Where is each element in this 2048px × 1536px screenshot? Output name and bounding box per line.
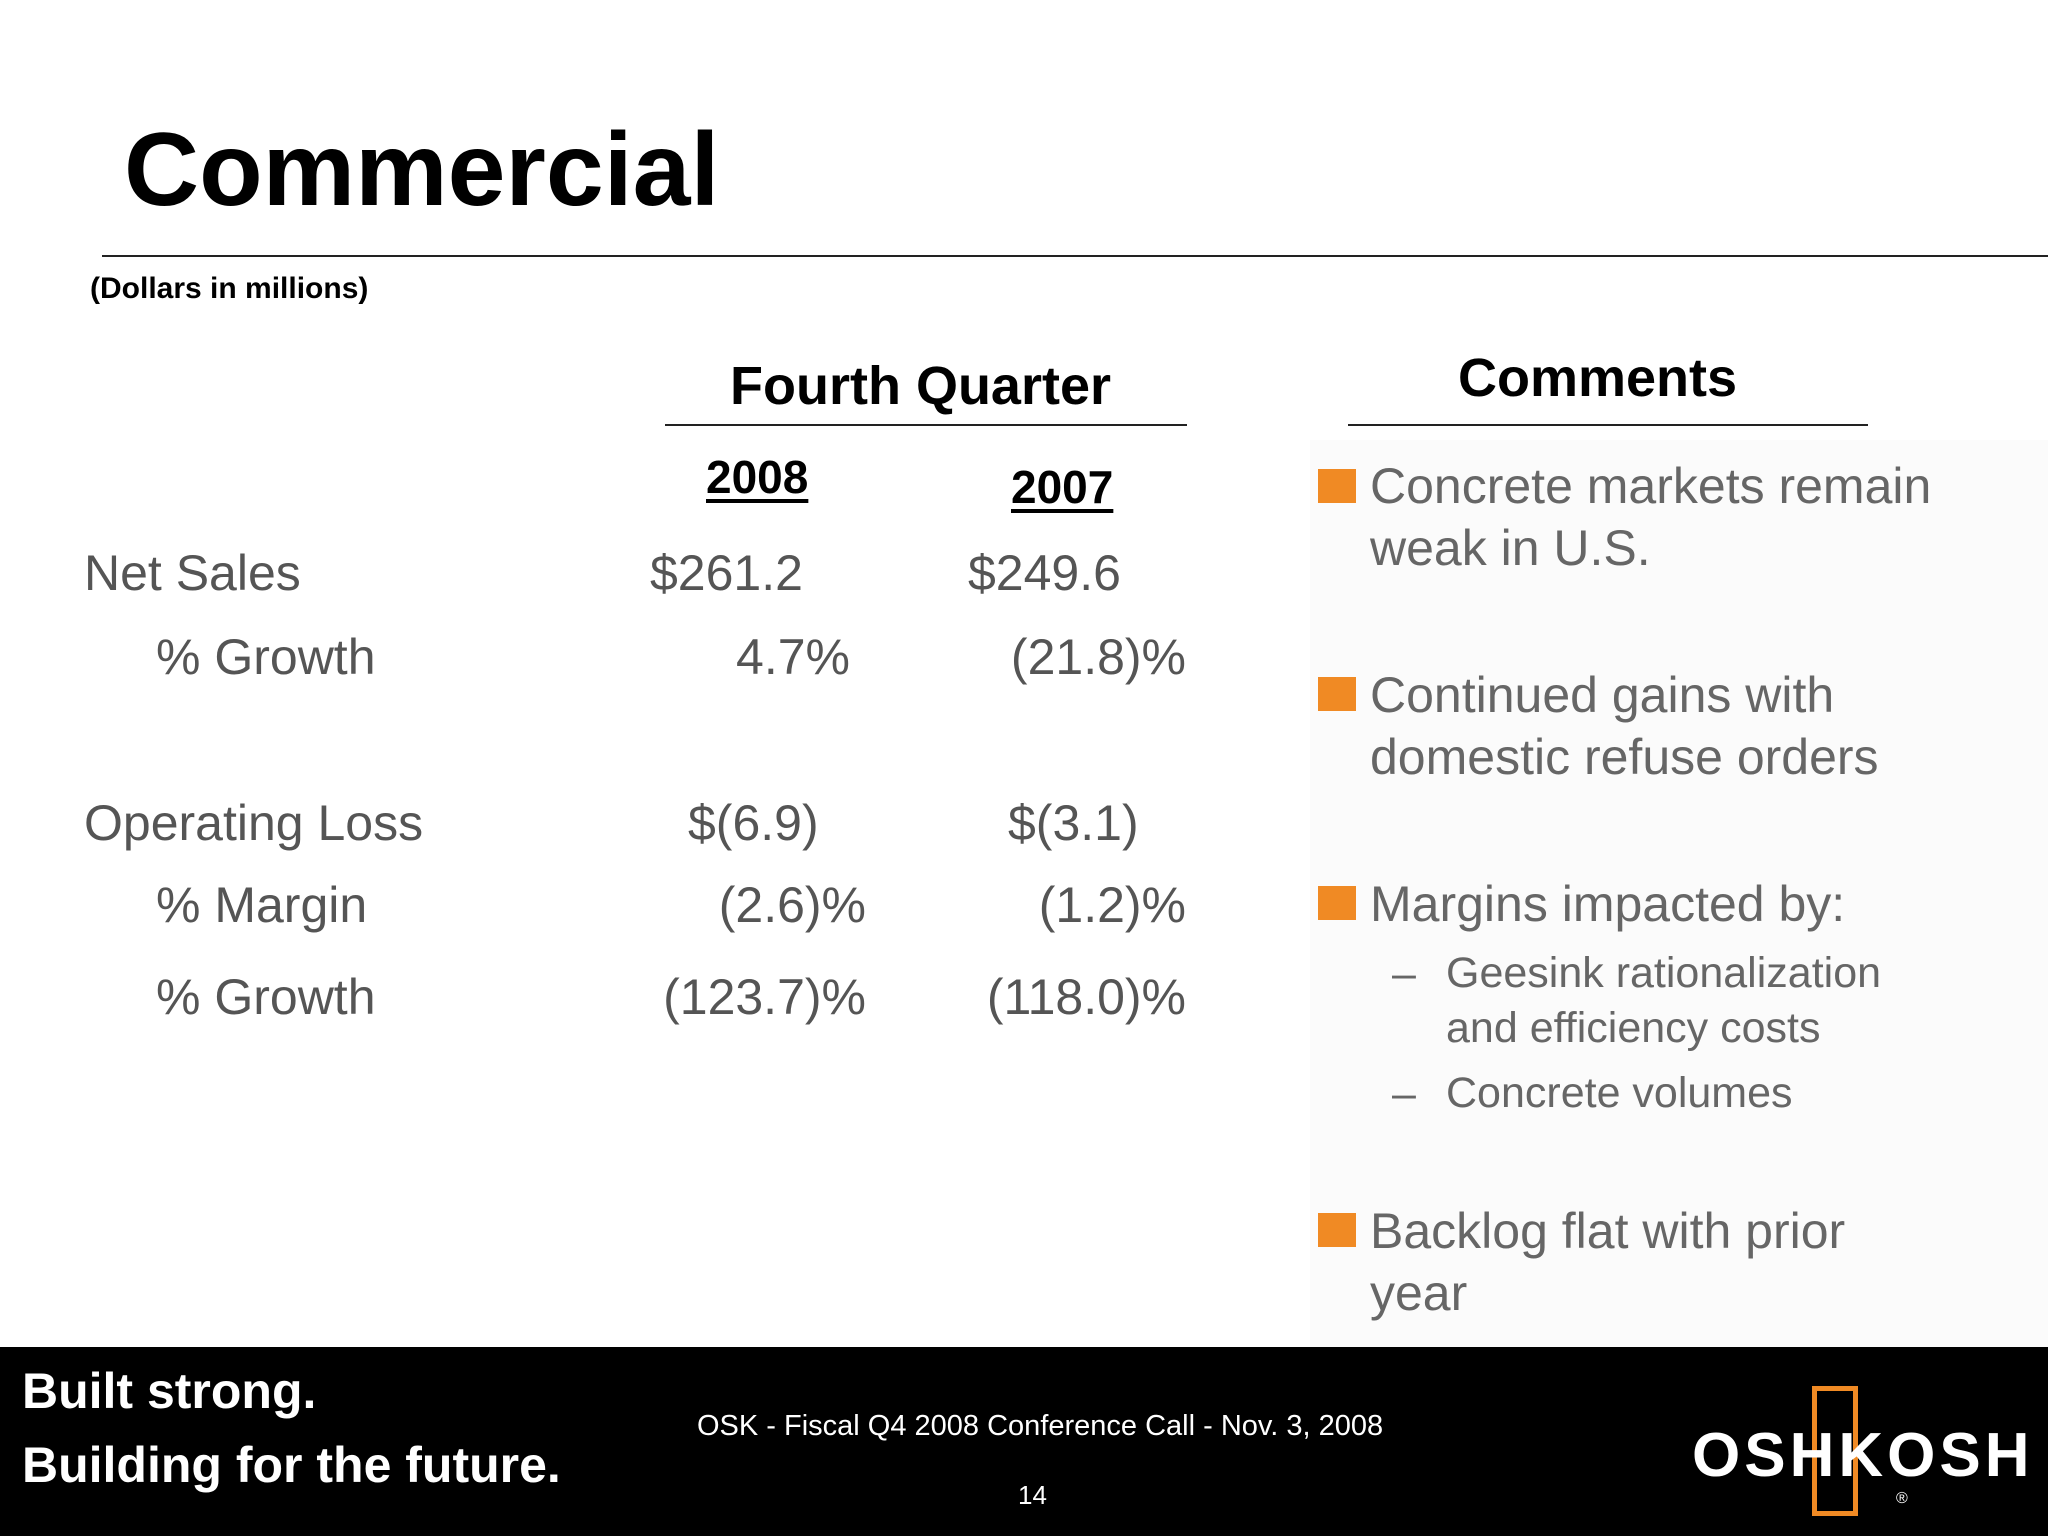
- margin-2008: (2.6)%: [718, 877, 866, 933]
- footer-conference-text: OSK - Fiscal Q4 2008 Conference Call - N…: [697, 1410, 1384, 1442]
- dash-bullet-icon: –: [1392, 1070, 1416, 1118]
- title-divider: [102, 255, 2048, 257]
- row-label-operating-loss: Operating Loss: [84, 795, 424, 851]
- bullet-square-icon: [1318, 886, 1356, 920]
- dash-bullet-icon: –: [1392, 950, 1416, 998]
- page-title: Commercial: [124, 112, 720, 228]
- row-label-margin: % Margin: [156, 877, 368, 933]
- loss-growth-2007: (118.0)%: [986, 969, 1186, 1025]
- footer-tagline-2: Building for the future.: [22, 1437, 561, 1493]
- comment-subitem: Concrete volumes: [1446, 1069, 1793, 1117]
- margin-2007: (1.2)%: [1038, 877, 1186, 933]
- footer-tagline-1: Built strong.: [22, 1363, 317, 1419]
- oshkosh-logo-icon: [1812, 1386, 1858, 1516]
- registered-mark: ®: [1896, 1490, 1908, 1507]
- row-label-sales-growth: % Growth: [156, 629, 376, 685]
- fourth-quarter-rule: [665, 424, 1187, 426]
- comment-subitem: Geesink rationalization and efficiency c…: [1446, 949, 1882, 1052]
- oshkosh-logo-text: OSHKOSH: [1692, 1421, 2034, 1490]
- comment-item: Concrete markets remain weak in U.S.: [1370, 458, 1932, 576]
- row-label-net-sales: Net Sales: [84, 545, 301, 601]
- fourth-quarter-header: Fourth Quarter: [730, 356, 1112, 416]
- bullet-square-icon: [1318, 469, 1356, 503]
- sales-growth-2008: 4.7%: [736, 629, 850, 685]
- comments-panel: [1310, 440, 2048, 1350]
- loss-growth-2008: (123.7)%: [663, 969, 866, 1025]
- bullet-square-icon: [1318, 1213, 1356, 1247]
- footer-bar: [0, 1347, 2048, 1536]
- comment-item: Continued gains with domestic refuse ord…: [1370, 667, 1879, 785]
- row-label-loss-growth: % Growth: [156, 969, 376, 1025]
- net-sales-2007: $249.6: [968, 545, 1121, 601]
- comments-header: Comments: [1458, 348, 1738, 408]
- operating-loss-2008: $(6.9): [688, 795, 819, 851]
- comment-item: Backlog flat with prior year: [1370, 1203, 1846, 1321]
- comments-rule: [1348, 424, 1868, 426]
- net-sales-2008: $261.2: [650, 545, 803, 601]
- sales-growth-2007: (21.8)%: [1010, 629, 1186, 685]
- bullet-square-icon: [1318, 677, 1356, 711]
- year-2008-header: 2008: [706, 451, 809, 503]
- operating-loss-2007: $(3.1): [1008, 795, 1139, 851]
- page-number: 14: [1018, 1480, 1047, 1510]
- units-subtitle: (Dollars in millions): [90, 272, 369, 305]
- comment-item: Margins impacted by:: [1370, 876, 1846, 932]
- year-2007-header: 2007: [1011, 461, 1114, 513]
